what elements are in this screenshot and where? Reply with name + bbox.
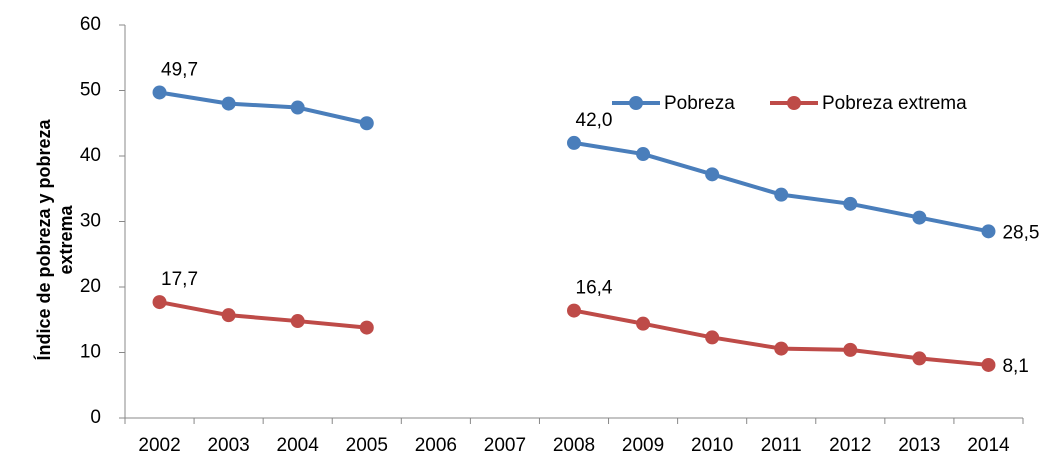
data-point — [705, 330, 720, 345]
y-tick-label: 50 — [80, 80, 101, 101]
x-tick-label: 2007 — [484, 435, 526, 456]
y-tick-label: 20 — [80, 276, 101, 297]
y-tick-label: 10 — [80, 342, 101, 363]
x-tick-label: 2013 — [898, 435, 940, 456]
y-tick-label: 40 — [80, 145, 101, 166]
data-point — [290, 314, 305, 329]
data-point — [290, 100, 305, 115]
data-point — [843, 342, 858, 357]
data-point — [843, 196, 858, 211]
data-point — [359, 116, 374, 131]
x-tick-label: 2004 — [277, 435, 320, 456]
x-tick-label: 2008 — [553, 435, 595, 456]
data-label: 17,7 — [161, 269, 198, 290]
data-point — [912, 351, 927, 366]
x-tick-label: 2009 — [622, 435, 664, 456]
legend-label: Pobreza — [664, 93, 735, 114]
data-point — [981, 224, 996, 239]
data-point — [912, 210, 927, 225]
data-point — [981, 357, 996, 372]
y-tick-label: 30 — [80, 211, 101, 232]
y-tick-label: 60 — [80, 14, 101, 35]
legend-marker — [629, 96, 643, 110]
data-point — [774, 187, 789, 202]
data-point — [152, 295, 167, 310]
data-label: 16,4 — [576, 278, 613, 299]
x-tick-label: 2012 — [829, 435, 871, 456]
x-tick-label: 2011 — [761, 435, 802, 456]
x-tick-label: 2010 — [691, 435, 733, 456]
y-axis-title-line: Índice de pobreza y pobreza — [33, 118, 54, 360]
data-point — [152, 85, 167, 100]
data-label: 49,7 — [161, 59, 198, 80]
x-tick-label: 2003 — [207, 435, 249, 456]
y-tick-label: 0 — [90, 407, 101, 428]
data-point — [359, 320, 374, 335]
legend-marker — [787, 96, 801, 110]
data-point — [774, 341, 789, 356]
data-point — [221, 96, 236, 111]
data-point — [221, 308, 236, 323]
y-axis-title-line: extrema — [56, 204, 76, 274]
data-point — [636, 147, 651, 162]
data-point — [567, 303, 581, 318]
data-point — [567, 135, 581, 150]
legend-label: Pobreza extrema — [822, 93, 967, 114]
data-point — [705, 167, 720, 182]
x-tick-label: 2014 — [967, 435, 1010, 456]
data-label: 42,0 — [576, 110, 613, 131]
data-label: 8,1 — [1002, 356, 1028, 377]
data-point — [636, 316, 651, 331]
x-tick-label: 2002 — [138, 435, 180, 456]
data-label: 28,5 — [1002, 222, 1039, 243]
y-axis-title: Índice de pobreza y pobreza extrema — [33, 118, 76, 360]
x-tick-label: 2005 — [346, 435, 388, 456]
x-tick-label: 2006 — [415, 435, 457, 456]
